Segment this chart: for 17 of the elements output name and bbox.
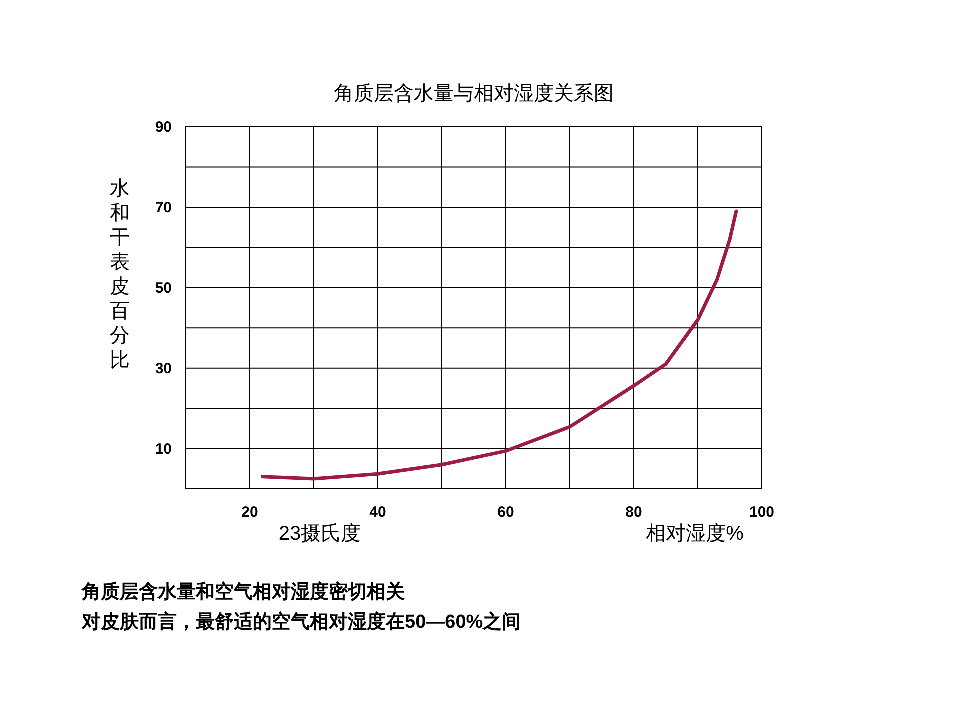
y-tick-label: 70 [155, 199, 172, 216]
text: 23摄氏度 [278, 523, 362, 545]
text: 角质层含水量和空气相对湿度密切相关 [81, 581, 405, 603]
text: 对皮肤而言，最舒适的空气相对湿度在50—60%之间 [81, 611, 522, 633]
y-tick-label: 50 [155, 280, 172, 297]
x-tick-label: 40 [370, 504, 386, 521]
y-tick-label: 30 [155, 360, 172, 378]
y-tick-label: 10 [155, 440, 172, 458]
y-axis-title: 水和干表皮百分比 [110, 178, 130, 372]
line-series [261, 210, 738, 481]
x-tick-label: 100 [749, 504, 775, 521]
x-axis-title: 相对湿度% [646, 523, 744, 545]
x-tick-label: 20 [242, 504, 258, 521]
y-tick-label: 90 [155, 119, 172, 136]
x-tick-label: 60 [498, 504, 514, 521]
x-tick-label: 80 [626, 504, 642, 521]
chart-title: 角质层含水量与相对湿度关系图 [334, 83, 614, 105]
